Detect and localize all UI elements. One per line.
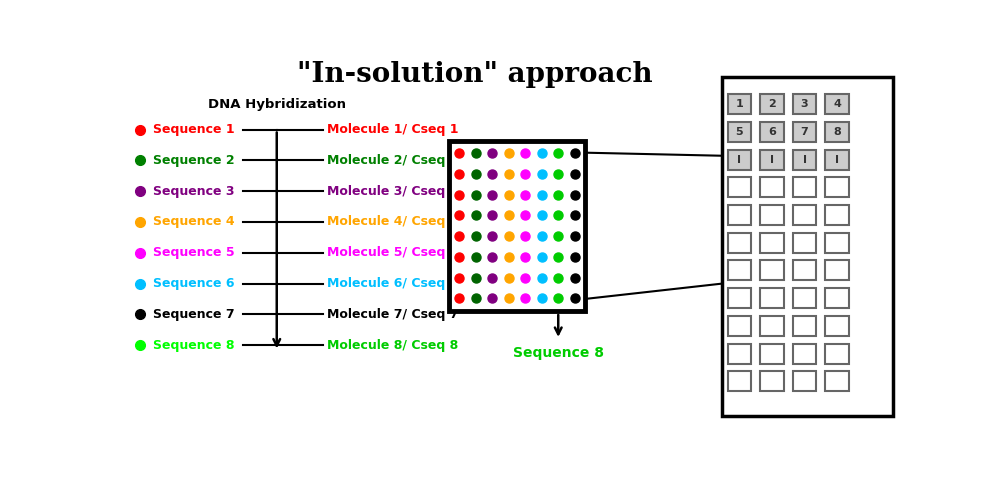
Text: Molecule 3/ Cseq 3: Molecule 3/ Cseq 3 (327, 185, 458, 198)
Text: 5: 5 (736, 127, 744, 137)
Bar (793, 94, 816, 114)
Bar (761, 233, 784, 253)
Bar (793, 150, 816, 170)
Bar (761, 94, 784, 114)
Bar (793, 343, 816, 364)
Bar (825, 343, 848, 364)
Text: Sequence 3: Sequence 3 (153, 185, 234, 198)
Text: Sequence 4: Sequence 4 (153, 215, 234, 228)
Text: Molecule 1/ Cseq 1: Molecule 1/ Cseq 1 (327, 123, 458, 136)
Bar (793, 205, 816, 225)
Text: I: I (770, 155, 774, 165)
Bar (825, 94, 848, 114)
Text: Molecule 8/ Cseq 8: Molecule 8/ Cseq 8 (327, 339, 458, 352)
Bar (728, 122, 751, 142)
Bar (761, 122, 784, 142)
Bar (825, 288, 848, 308)
Text: Sequence 6: Sequence 6 (153, 277, 234, 290)
Bar (793, 177, 816, 198)
Bar (728, 260, 751, 281)
Bar (793, 233, 816, 253)
Text: 8: 8 (833, 127, 841, 137)
Text: Molecule 6/ Cseq 6: Molecule 6/ Cseq 6 (327, 277, 458, 290)
Bar (728, 316, 751, 336)
Bar (728, 94, 751, 114)
Bar (793, 316, 816, 336)
Bar (728, 150, 751, 170)
Bar (825, 233, 848, 253)
Text: Molecule 7/ Cseq 7: Molecule 7/ Cseq 7 (327, 308, 458, 321)
Bar (761, 150, 784, 170)
Bar (728, 233, 751, 253)
Bar (761, 205, 784, 225)
Bar (793, 122, 816, 142)
Text: Sequence 7: Sequence 7 (153, 308, 234, 321)
Bar (825, 260, 848, 281)
Bar (825, 177, 848, 198)
Bar (728, 343, 751, 364)
Bar (728, 177, 751, 198)
Text: 7: 7 (801, 127, 808, 137)
Text: 3: 3 (801, 99, 808, 109)
Bar (723, 77, 892, 416)
Bar (793, 288, 816, 308)
Bar (793, 260, 816, 281)
Bar (761, 371, 784, 391)
Text: Sequence 8: Sequence 8 (153, 339, 234, 352)
Text: I: I (835, 155, 839, 165)
Bar (728, 288, 751, 308)
Text: Sequence 5: Sequence 5 (153, 246, 234, 259)
Bar (793, 371, 816, 391)
Bar (825, 205, 848, 225)
Bar (728, 371, 751, 391)
Text: 6: 6 (768, 127, 776, 137)
Text: Molecule 2/ Cseq 2: Molecule 2/ Cseq 2 (327, 154, 458, 167)
Text: I: I (803, 155, 807, 165)
Bar (449, 141, 585, 311)
Text: Molecule 4/ Cseq 4: Molecule 4/ Cseq 4 (327, 215, 458, 228)
Text: Molecule 5/ Cseq 5: Molecule 5/ Cseq 5 (327, 246, 458, 259)
Bar (761, 177, 784, 198)
Text: Sequence 1: Sequence 1 (153, 123, 234, 136)
Text: Sequence 2: Sequence 2 (153, 154, 234, 167)
Bar (728, 205, 751, 225)
Bar (825, 371, 848, 391)
Bar (761, 343, 784, 364)
Bar (825, 122, 848, 142)
Text: 1: 1 (736, 99, 744, 109)
Text: DNA Hybridization: DNA Hybridization (208, 99, 346, 112)
Bar (761, 316, 784, 336)
Text: Sequence 8: Sequence 8 (513, 346, 604, 360)
Bar (825, 316, 848, 336)
Text: 4: 4 (833, 99, 841, 109)
Bar (761, 288, 784, 308)
Text: 2: 2 (768, 99, 776, 109)
Text: "In-solution" approach: "In-solution" approach (296, 61, 652, 87)
Bar (761, 260, 784, 281)
Bar (825, 150, 848, 170)
Text: I: I (738, 155, 742, 165)
